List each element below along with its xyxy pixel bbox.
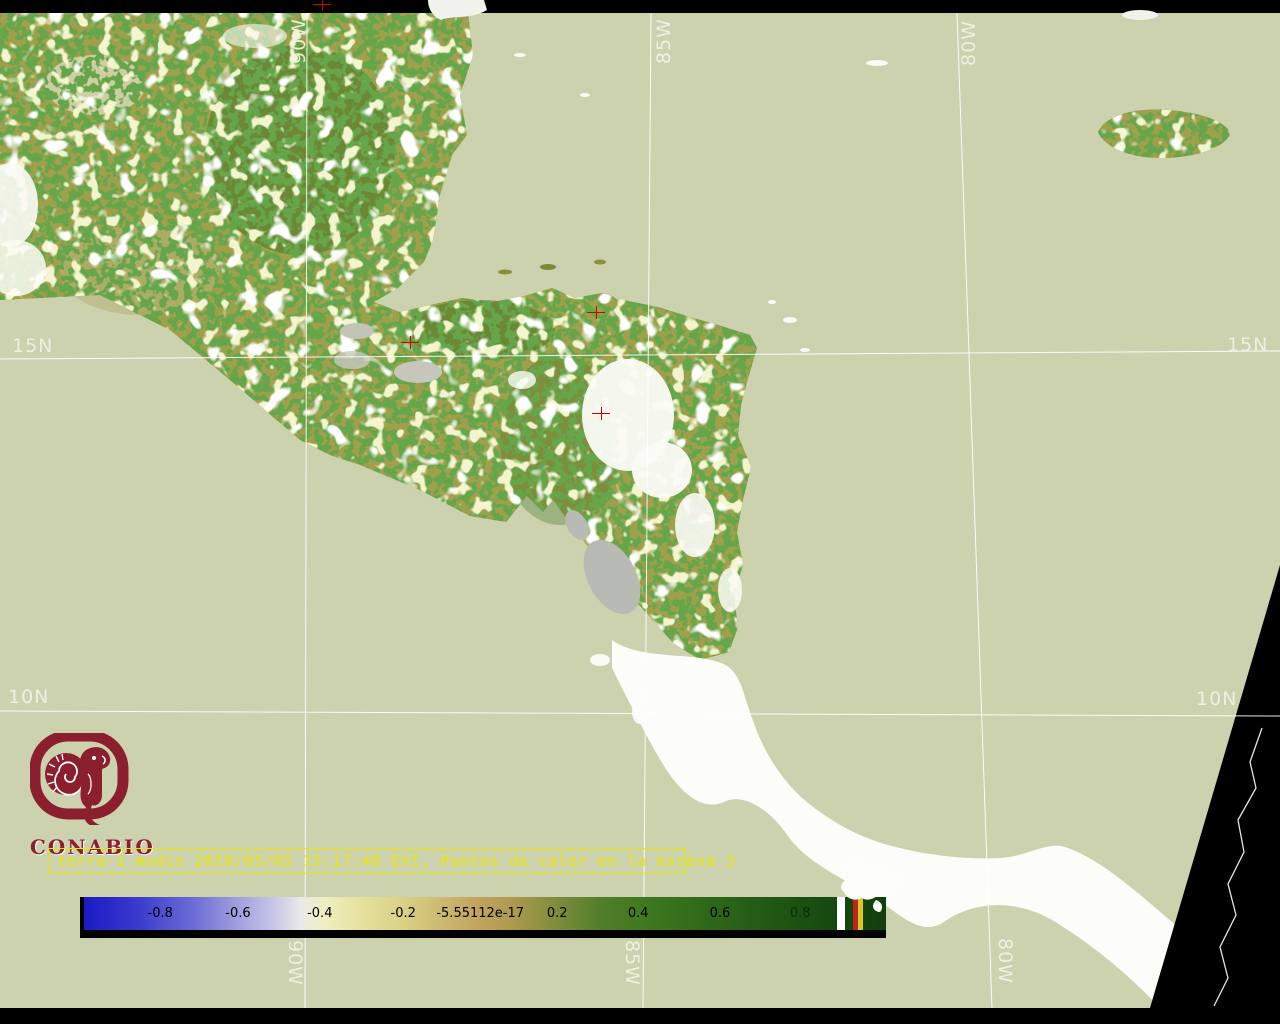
colorbar-tick: 0.6 [709,906,731,921]
lon-label-bottom-85w: 85W [621,940,643,986]
conabio-logo: CONABIO [29,730,155,859]
lat-label-right-10n: 10N [1196,688,1238,710]
colorbar-tick: -0.2 [390,906,416,921]
lakes [340,323,641,615]
lon-label-bottom-80w: 80W [994,938,1016,984]
colorbar-tick: -0.4 [307,906,333,921]
grey-patches [334,351,442,383]
lat-label-left-15n: 15N [12,335,54,357]
scene-caption-text: terra-1 modis 2010/05/05 15:17:40 EVI, P… [57,852,736,870]
lon-label-top-80w: 80W [958,20,980,66]
small-cloud [1122,10,1158,20]
colorbar-tick: 0.8 [789,906,811,921]
coastline-trace [1213,727,1263,1007]
colorbar-tick: 0.2 [546,906,568,921]
evi-colorbar: -0.8 -0.6 -0.4 -0.2 -5.55112e-17 0.2 0.4… [80,897,886,938]
swath-edge-wedge [1150,565,1280,1008]
lon-label-bottom-90w: 90W [284,940,306,986]
hotspot-marker [401,336,419,349]
colorbar-tick: -5.55112e-17 [436,906,525,921]
conabio-wordmark: CONABIO [30,835,155,859]
lat-label-left-10n: 10N [8,686,50,708]
conabio-logo-icon [29,730,129,825]
island-over-colorbar [841,868,903,912]
panama-cloud-mass [612,640,1230,1008]
lon-label-top-90w: 90W [288,18,310,64]
hotspot-marker [587,306,605,319]
colorbar-tick: -0.8 [147,906,173,921]
colorbar-bottom-edge [80,930,886,938]
colorbar-tick: -0.6 [225,906,251,921]
top-edge-cloud [428,0,487,20]
lon-label-top-85w: 85W [653,18,675,64]
colorbar-flag-red [853,897,858,930]
colorbar-left-edge [80,897,84,938]
colorbar-flag-white [837,897,845,930]
hotspot-marker [313,0,331,11]
colorbar-flag-yellow [858,897,863,930]
graticule-lines [0,12,1280,1009]
scene-caption-box: terra-1 modis 2010/05/05 15:17:40 EVI, P… [48,848,736,874]
colorbar-tick: 0.4 [627,906,649,921]
hotspot-marker [592,407,610,420]
lat-label-right-15n: 15N [1227,334,1269,356]
colorbar-gradient: -0.8 -0.6 -0.4 -0.2 -5.55112e-17 0.2 0.4… [84,897,886,930]
cloud-patches [0,24,888,724]
